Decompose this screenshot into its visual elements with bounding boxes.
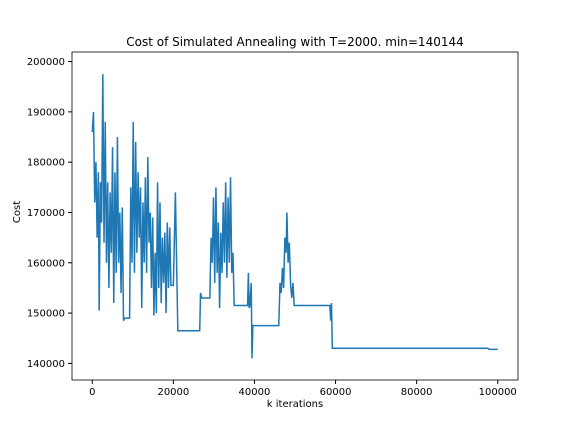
data-line <box>91 74 498 359</box>
x-axis-label: k iterations <box>267 399 323 410</box>
y-tick-label: 200000 <box>27 57 65 68</box>
y-tick-label: 190000 <box>27 107 65 118</box>
y-tick-label: 170000 <box>27 208 65 219</box>
x-tick-label: 60000 <box>320 387 352 398</box>
plot-frame <box>71 51 519 381</box>
x-tick-label: 0 <box>89 387 95 398</box>
x-tick-label: 40000 <box>239 387 271 398</box>
y-tick-label: 180000 <box>27 158 65 169</box>
y-tick-label: 140000 <box>27 359 65 370</box>
x-tick-label: 20000 <box>157 387 189 398</box>
y-tick-label: 150000 <box>27 309 65 320</box>
y-tick-label: 160000 <box>27 258 65 269</box>
x-tick-label: 100000 <box>479 387 517 398</box>
y-axis-label: Cost <box>12 201 23 223</box>
x-tick-label: 80000 <box>401 387 433 398</box>
chart-title: Cost of Simulated Annealing with T=2000.… <box>126 35 464 49</box>
